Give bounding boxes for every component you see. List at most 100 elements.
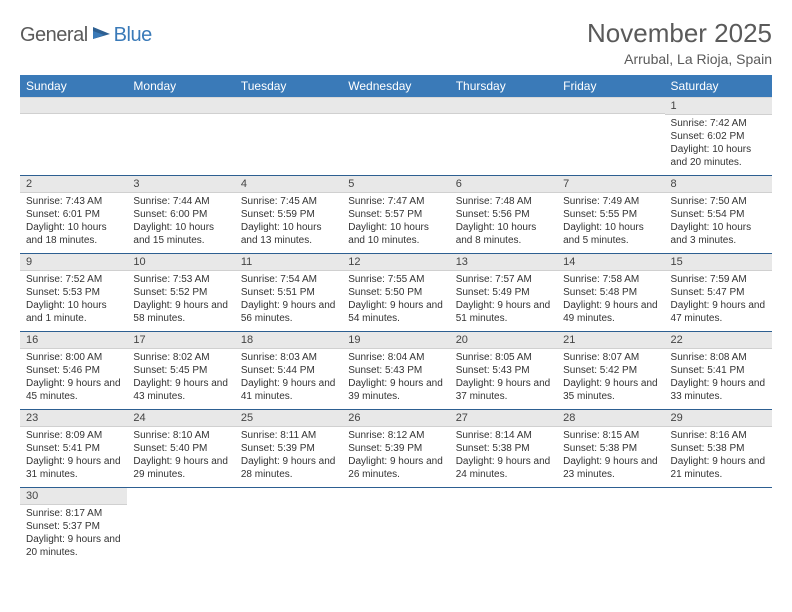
day-number: 12 xyxy=(342,254,449,271)
sunset-text: Sunset: 5:46 PM xyxy=(26,364,121,377)
daylight-text: Daylight: 9 hours and 26 minutes. xyxy=(348,455,443,481)
day-header: Wednesday xyxy=(342,75,449,98)
day-number: 29 xyxy=(665,410,772,427)
daylight-text: Daylight: 9 hours and 39 minutes. xyxy=(348,377,443,403)
daylight-text: Daylight: 9 hours and 43 minutes. xyxy=(133,377,228,403)
day-number: 3 xyxy=(127,176,234,193)
day-details: Sunrise: 8:12 AMSunset: 5:39 PMDaylight:… xyxy=(342,427,449,485)
day-header: Friday xyxy=(557,75,664,98)
sunrise-text: Sunrise: 8:03 AM xyxy=(241,351,336,364)
sunset-text: Sunset: 5:37 PM xyxy=(26,520,121,533)
sunrise-text: Sunrise: 8:14 AM xyxy=(456,429,551,442)
daylight-text: Daylight: 9 hours and 20 minutes. xyxy=(26,533,121,559)
calendar-cell: 15Sunrise: 7:59 AMSunset: 5:47 PMDayligh… xyxy=(665,254,772,332)
calendar-cell: 29Sunrise: 8:16 AMSunset: 5:38 PMDayligh… xyxy=(665,410,772,488)
daylight-text: Daylight: 9 hours and 51 minutes. xyxy=(456,299,551,325)
calendar-cell: 23Sunrise: 8:09 AMSunset: 5:41 PMDayligh… xyxy=(20,410,127,488)
day-header: Monday xyxy=(127,75,234,98)
day-details: Sunrise: 7:59 AMSunset: 5:47 PMDaylight:… xyxy=(665,271,772,329)
sunrise-text: Sunrise: 7:48 AM xyxy=(456,195,551,208)
sunset-text: Sunset: 5:45 PM xyxy=(133,364,228,377)
sunrise-text: Sunrise: 7:55 AM xyxy=(348,273,443,286)
day-number: 28 xyxy=(557,410,664,427)
day-details: Sunrise: 7:53 AMSunset: 5:52 PMDaylight:… xyxy=(127,271,234,329)
sunset-text: Sunset: 5:53 PM xyxy=(26,286,121,299)
day-header: Sunday xyxy=(20,75,127,98)
sunset-text: Sunset: 5:52 PM xyxy=(133,286,228,299)
calendar-body: 1Sunrise: 7:42 AMSunset: 6:02 PMDaylight… xyxy=(20,98,772,566)
day-details: Sunrise: 7:49 AMSunset: 5:55 PMDaylight:… xyxy=(557,193,664,251)
daylight-text: Daylight: 9 hours and 35 minutes. xyxy=(563,377,658,403)
daylight-text: Daylight: 10 hours and 3 minutes. xyxy=(671,221,766,247)
sunrise-text: Sunrise: 7:59 AM xyxy=(671,273,766,286)
day-details: Sunrise: 8:09 AMSunset: 5:41 PMDaylight:… xyxy=(20,427,127,485)
calendar-cell: 5Sunrise: 7:47 AMSunset: 5:57 PMDaylight… xyxy=(342,176,449,254)
calendar-cell: 10Sunrise: 7:53 AMSunset: 5:52 PMDayligh… xyxy=(127,254,234,332)
daylight-text: Daylight: 10 hours and 15 minutes. xyxy=(133,221,228,247)
calendar-cell xyxy=(235,488,342,566)
daylight-text: Daylight: 10 hours and 5 minutes. xyxy=(563,221,658,247)
day-number: 1 xyxy=(665,98,772,115)
sunset-text: Sunset: 5:47 PM xyxy=(671,286,766,299)
day-number: 21 xyxy=(557,332,664,349)
calendar-cell xyxy=(127,488,234,566)
day-number: 7 xyxy=(557,176,664,193)
sunrise-text: Sunrise: 7:52 AM xyxy=(26,273,121,286)
sunrise-text: Sunrise: 8:12 AM xyxy=(348,429,443,442)
day-details: Sunrise: 8:17 AMSunset: 5:37 PMDaylight:… xyxy=(20,505,127,563)
calendar-cell: 11Sunrise: 7:54 AMSunset: 5:51 PMDayligh… xyxy=(235,254,342,332)
calendar-cell: 19Sunrise: 8:04 AMSunset: 5:43 PMDayligh… xyxy=(342,332,449,410)
day-details: Sunrise: 7:42 AMSunset: 6:02 PMDaylight:… xyxy=(665,115,772,173)
daylight-text: Daylight: 9 hours and 21 minutes. xyxy=(671,455,766,481)
daylight-text: Daylight: 10 hours and 1 minute. xyxy=(26,299,121,325)
sunset-text: Sunset: 5:48 PM xyxy=(563,286,658,299)
calendar-cell xyxy=(342,488,449,566)
day-details: Sunrise: 7:54 AMSunset: 5:51 PMDaylight:… xyxy=(235,271,342,329)
calendar: SundayMondayTuesdayWednesdayThursdayFrid… xyxy=(20,75,772,566)
daylight-text: Daylight: 9 hours and 23 minutes. xyxy=(563,455,658,481)
day-number: 30 xyxy=(20,488,127,505)
calendar-cell xyxy=(450,488,557,566)
day-number: 23 xyxy=(20,410,127,427)
day-number: 9 xyxy=(20,254,127,271)
day-details: Sunrise: 8:11 AMSunset: 5:39 PMDaylight:… xyxy=(235,427,342,485)
sunrise-text: Sunrise: 7:53 AM xyxy=(133,273,228,286)
day-details: Sunrise: 7:47 AMSunset: 5:57 PMDaylight:… xyxy=(342,193,449,251)
empty-day-bar xyxy=(20,98,127,114)
day-number: 24 xyxy=(127,410,234,427)
sunset-text: Sunset: 5:51 PM xyxy=(241,286,336,299)
calendar-cell: 26Sunrise: 8:12 AMSunset: 5:39 PMDayligh… xyxy=(342,410,449,488)
day-number: 26 xyxy=(342,410,449,427)
calendar-cell: 9Sunrise: 7:52 AMSunset: 5:53 PMDaylight… xyxy=(20,254,127,332)
daylight-text: Daylight: 9 hours and 54 minutes. xyxy=(348,299,443,325)
sunrise-text: Sunrise: 7:43 AM xyxy=(26,195,121,208)
day-details: Sunrise: 8:08 AMSunset: 5:41 PMDaylight:… xyxy=(665,349,772,407)
day-details: Sunrise: 8:00 AMSunset: 5:46 PMDaylight:… xyxy=(20,349,127,407)
sunrise-text: Sunrise: 8:17 AM xyxy=(26,507,121,520)
daylight-text: Daylight: 9 hours and 58 minutes. xyxy=(133,299,228,325)
logo-text-blue: Blue xyxy=(114,24,152,47)
sunset-text: Sunset: 5:38 PM xyxy=(563,442,658,455)
day-header: Thursday xyxy=(450,75,557,98)
day-details: Sunrise: 8:03 AMSunset: 5:44 PMDaylight:… xyxy=(235,349,342,407)
day-number: 27 xyxy=(450,410,557,427)
daylight-text: Daylight: 9 hours and 49 minutes. xyxy=(563,299,658,325)
calendar-cell xyxy=(665,488,772,566)
sunset-text: Sunset: 5:38 PM xyxy=(671,442,766,455)
sunrise-text: Sunrise: 8:15 AM xyxy=(563,429,658,442)
daylight-text: Daylight: 9 hours and 37 minutes. xyxy=(456,377,551,403)
daylight-text: Daylight: 9 hours and 33 minutes. xyxy=(671,377,766,403)
daylight-text: Daylight: 9 hours and 31 minutes. xyxy=(26,455,121,481)
sunrise-text: Sunrise: 8:02 AM xyxy=(133,351,228,364)
calendar-cell: 2Sunrise: 7:43 AMSunset: 6:01 PMDaylight… xyxy=(20,176,127,254)
sunset-text: Sunset: 5:38 PM xyxy=(456,442,551,455)
calendar-cell: 4Sunrise: 7:45 AMSunset: 5:59 PMDaylight… xyxy=(235,176,342,254)
day-details: Sunrise: 7:52 AMSunset: 5:53 PMDaylight:… xyxy=(20,271,127,329)
sunset-text: Sunset: 6:02 PM xyxy=(671,130,766,143)
day-details: Sunrise: 8:16 AMSunset: 5:38 PMDaylight:… xyxy=(665,427,772,485)
sunrise-text: Sunrise: 8:11 AM xyxy=(241,429,336,442)
day-details: Sunrise: 7:48 AMSunset: 5:56 PMDaylight:… xyxy=(450,193,557,251)
daylight-text: Daylight: 9 hours and 28 minutes. xyxy=(241,455,336,481)
daylight-text: Daylight: 9 hours and 29 minutes. xyxy=(133,455,228,481)
calendar-head: SundayMondayTuesdayWednesdayThursdayFrid… xyxy=(20,75,772,98)
